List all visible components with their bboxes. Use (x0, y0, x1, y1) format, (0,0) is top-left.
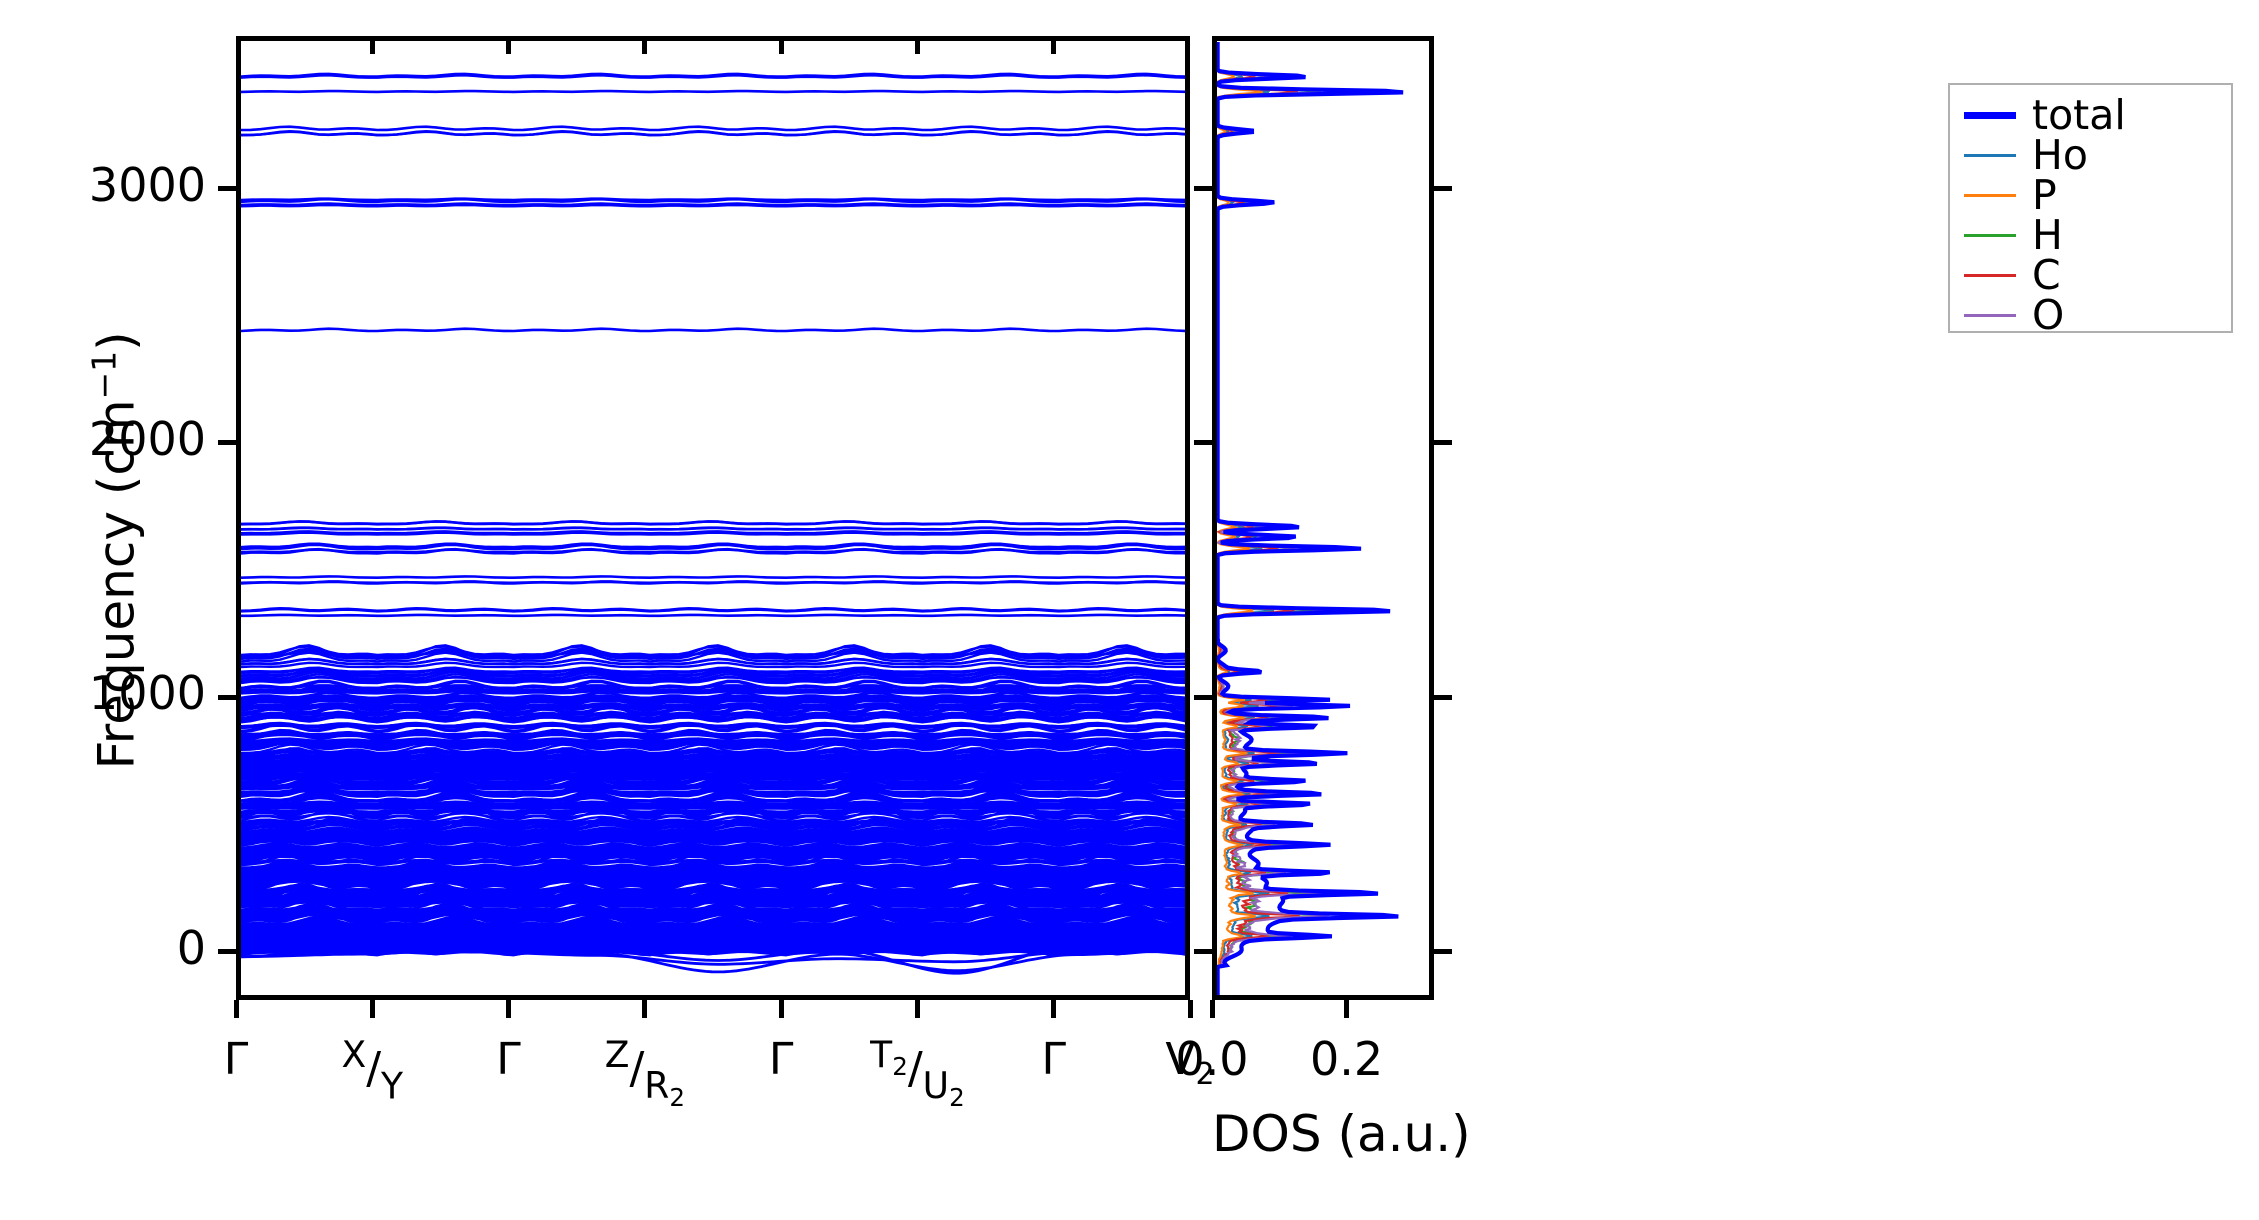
legend-color-swatch (1964, 313, 2016, 317)
legend-color-swatch (1964, 233, 2016, 237)
x-tick-mark (914, 1000, 920, 1018)
x-tick-mark-top (1051, 36, 1057, 54)
x-tick-mark (1051, 1000, 1057, 1018)
x-tick-label-3: Z/R2 (604, 1034, 685, 1113)
x-tick-mark-top (642, 36, 648, 54)
y-tick-mark (218, 440, 236, 446)
dos-y-tick-mark-left (1194, 186, 1212, 192)
x-tick-mark (642, 1000, 648, 1018)
dos-y-tick-mark (1434, 949, 1452, 955)
dos-x-tick-mark (1344, 1000, 1350, 1018)
dos-curves (1217, 41, 1404, 995)
legend-item-p[interactable]: P (1964, 170, 2231, 219)
x-tick-label-1: X/Y (341, 1034, 404, 1108)
y-tick-label: 0 (176, 920, 206, 975)
x-tick-mark-top (506, 36, 512, 54)
band-structure-plot (236, 36, 1190, 1000)
y-tick-mark (218, 949, 236, 955)
legend-label: Ho (2032, 130, 2088, 179)
x-tick-label-5: T2/U2 (870, 1034, 965, 1113)
legend-item-o[interactable]: O (1964, 290, 2231, 339)
dos-y-tick-mark-left (1194, 694, 1212, 700)
x-tick-mark (233, 1000, 239, 1018)
dos-series-o (1217, 41, 1339, 995)
legend-color-swatch (1964, 273, 2016, 277)
x-tick-mark (369, 1000, 375, 1018)
legend-color-swatch (1964, 193, 2016, 197)
band-structure-curves (241, 72, 1185, 975)
y-tick-mark (218, 186, 236, 192)
legend-label: O (2032, 290, 2065, 339)
x-tick-label-6: Γ (1041, 1034, 1066, 1085)
dos-y-tick-mark (1434, 440, 1452, 446)
y-axis-label-suffix: ) (87, 331, 146, 351)
dos-y-tick-mark (1434, 186, 1452, 192)
y-tick-mark (218, 694, 236, 700)
dos-plot (1212, 36, 1434, 1000)
x-tick-label-0: Γ (223, 1034, 249, 1085)
legend-item-h[interactable]: H (1964, 210, 2231, 259)
x-tick-mark (778, 1000, 784, 1018)
dos-x-tick-label: 0.2 (1309, 1032, 1384, 1086)
x-tick-mark (506, 1000, 512, 1018)
legend-item-ho[interactable]: Ho (1964, 130, 2231, 179)
y-tick-label: 3000 (88, 157, 206, 212)
dos-x-tick-label: 0.0 (1175, 1032, 1249, 1086)
dos-legend: total Ho P H C O (1948, 83, 2233, 339)
y-axis-label-exponent: −1 (84, 350, 124, 400)
legend-color-swatch (1964, 153, 2016, 157)
dos-x-tick-mark (1209, 1000, 1215, 1018)
legend-label: C (2032, 250, 2061, 299)
legend-item-c[interactable]: C (1964, 250, 2231, 299)
dos-y-tick-mark (1434, 694, 1452, 700)
x-tick-mark-top (369, 36, 375, 54)
y-tick-label: 1000 (88, 666, 206, 721)
y-axis-label: Frequency (cm−1) (85, 230, 146, 870)
legend-label: H (2032, 210, 2063, 259)
x-tick-label-2: Γ (496, 1034, 521, 1085)
dos-y-tick-mark-left (1194, 949, 1212, 955)
legend-item-total[interactable]: total (1964, 90, 2231, 139)
legend-label: P (2032, 170, 2057, 219)
dos-x-axis-label: DOS (a.u.) (1212, 1105, 1471, 1163)
legend-color-swatch (1964, 111, 2016, 119)
dos-y-tick-mark-left (1194, 440, 1212, 446)
x-tick-label-7: V2 (1165, 1034, 1215, 1092)
y-tick-label: 2000 (88, 411, 206, 466)
x-tick-mark-top (914, 36, 920, 54)
x-tick-label-4: Γ (768, 1034, 794, 1085)
dos-series-total (1217, 42, 1404, 995)
x-tick-mark-top (778, 36, 784, 54)
x-tick-mark (1187, 1000, 1193, 1018)
legend-label: total (2032, 90, 2126, 139)
